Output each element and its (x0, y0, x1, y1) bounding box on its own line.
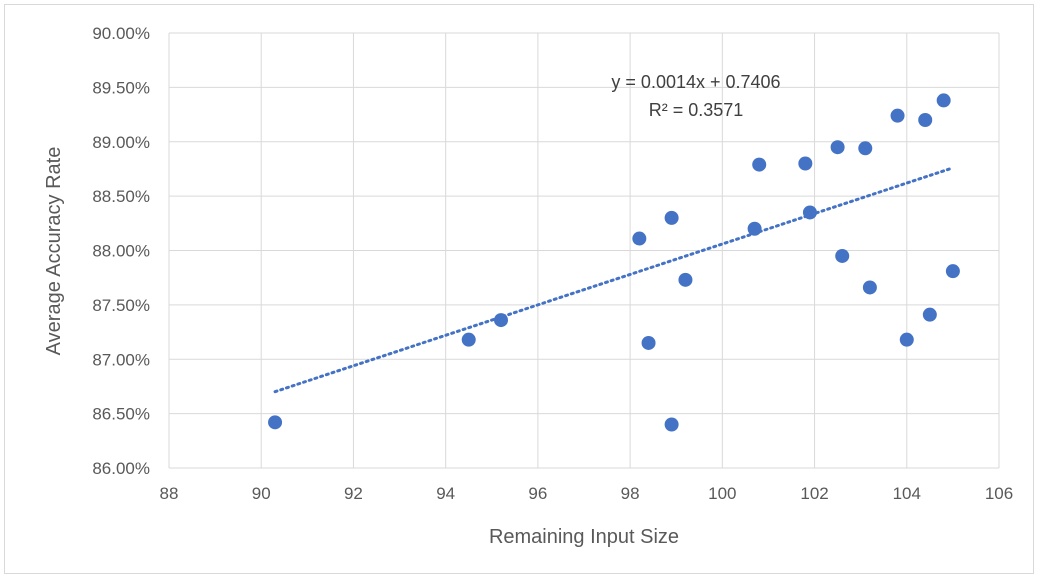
x-axis-title: Remaining Input Size (489, 526, 679, 548)
data-point (945, 264, 960, 279)
x-tick-label: 94 (436, 484, 455, 503)
trendline-equation: y = 0.0014x + 0.7406 (611, 72, 780, 92)
y-tick-label: 86.00% (92, 459, 150, 478)
x-tick-label: 98 (621, 484, 640, 503)
x-tick-label: 106 (985, 484, 1013, 503)
data-point (858, 141, 873, 156)
tick-labels: 88 90 92 94 96 98 100 102 104 106 86.00% 86.50% 87.0… (92, 24, 1013, 503)
data-point (641, 335, 656, 350)
y-tick-label: 88.50% (92, 187, 150, 206)
data-point (747, 221, 762, 236)
x-tick-label: 104 (893, 484, 921, 503)
x-tick-label: 92 (344, 484, 363, 503)
data-point (936, 93, 951, 108)
data-point (922, 307, 937, 322)
y-tick-label: 87.00% (92, 350, 150, 369)
y-tick-label: 87.50% (92, 296, 150, 315)
x-tick-label: 88 (160, 484, 179, 503)
data-point (632, 231, 647, 246)
x-tick-label: 102 (800, 484, 828, 503)
data-point (862, 280, 877, 295)
data-point (835, 248, 850, 263)
y-tick-label: 88.00% (92, 242, 150, 261)
trendline (273, 166, 955, 394)
trendline-line (273, 166, 955, 394)
y-tick-label: 89.50% (92, 78, 150, 97)
data-point (752, 157, 767, 172)
data-point (802, 205, 817, 220)
data-point (830, 140, 845, 155)
data-point (899, 332, 914, 347)
y-tick-label: 90.00% (92, 24, 150, 43)
gridlines (168, 32, 1000, 469)
x-tick-label: 96 (528, 484, 547, 503)
data-point (678, 272, 693, 287)
y-tick-label: 86.50% (92, 405, 150, 424)
data-point (664, 417, 679, 432)
data-point (494, 313, 508, 328)
data-point (268, 415, 283, 430)
y-tick-label: 89.00% (92, 133, 150, 152)
data-point (890, 108, 905, 123)
y-axis-title: Average Accuracy Rate (43, 147, 65, 356)
data-points (268, 93, 960, 432)
data-point (798, 156, 813, 171)
data-point (918, 113, 933, 127)
data-point (461, 332, 476, 347)
x-tick-label: 90 (252, 484, 271, 503)
trendline-r-squared: R² = 0.3571 (649, 100, 744, 120)
chart-frame (4, 4, 1034, 574)
x-tick-label: 100 (708, 484, 736, 503)
data-point (664, 210, 679, 225)
